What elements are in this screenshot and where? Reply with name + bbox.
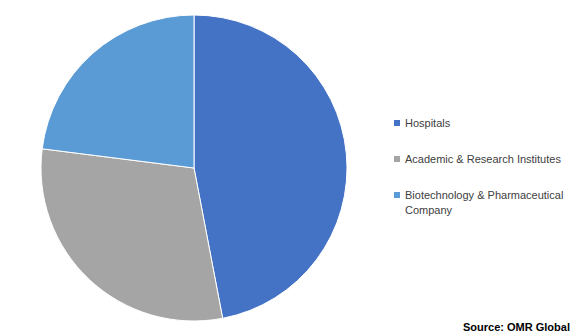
legend-label: Hospitals xyxy=(405,116,573,131)
source-note: Source: OMR Global xyxy=(463,321,570,333)
pie-slice xyxy=(41,149,223,321)
legend-item: Academic & Research Institutes xyxy=(394,152,573,167)
legend-swatch xyxy=(394,192,400,198)
pie-slice xyxy=(42,15,194,168)
legend-item: Hospitals xyxy=(394,116,573,131)
legend-swatch xyxy=(394,120,400,126)
pie-slice xyxy=(194,15,347,318)
legend-swatch xyxy=(394,156,400,162)
legend-item: Biotechnology & Pharmaceutical Company xyxy=(394,188,573,218)
pie-svg xyxy=(0,0,576,336)
legend-label: Biotechnology & Pharmaceutical Company xyxy=(405,188,573,218)
legend-label: Academic & Research Institutes xyxy=(405,152,573,167)
chart-root: Hospitals Academic & Research Institutes B… xyxy=(0,0,576,336)
